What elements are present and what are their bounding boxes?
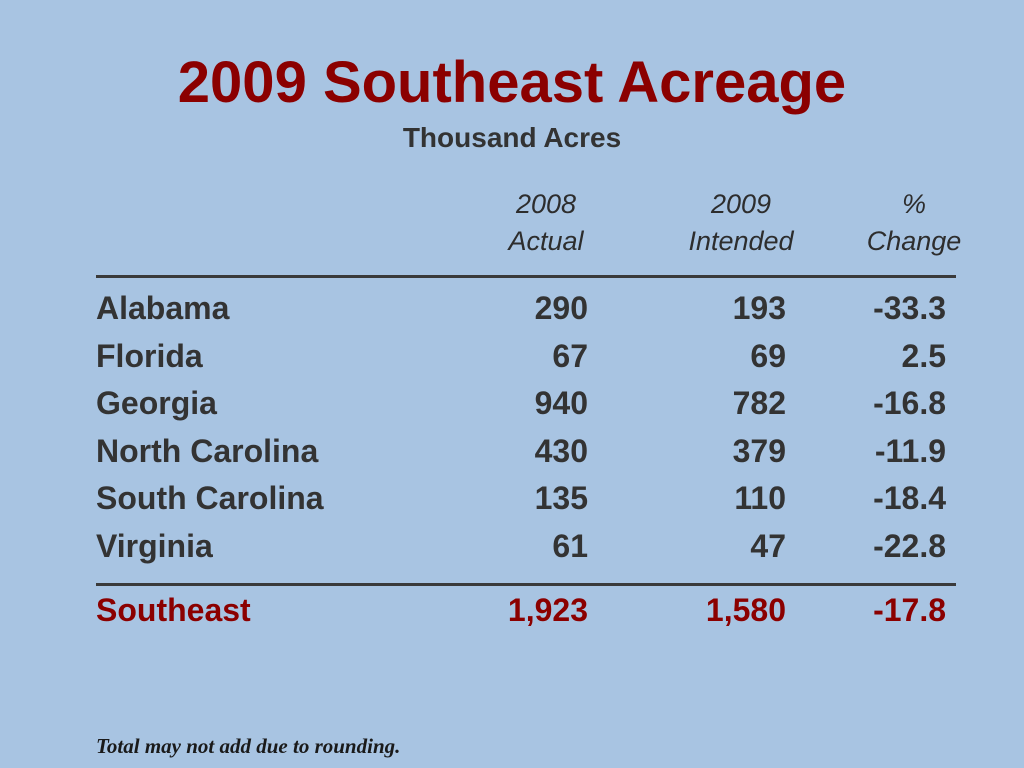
total-pct-change: -17.8 — [873, 592, 946, 628]
row-2008-value: 940 — [534, 385, 588, 421]
row-state-name: Virginia — [96, 527, 213, 564]
row-2009-value: 782 — [732, 385, 786, 421]
footnote: Total may not add due to rounding. — [96, 734, 401, 758]
table-row: South Carolina 135 110 -18.4 — [0, 475, 1024, 522]
row-state-name: Alabama — [96, 290, 230, 326]
column-header-line: 2009 — [710, 189, 772, 219]
table-row-total: Southeast 1,923 1,580 -17.8 — [0, 587, 1024, 634]
column-header-line: Change — [866, 226, 962, 256]
row-state-name: Georgia — [96, 385, 217, 421]
row-state-name: South Carolina — [96, 480, 324, 516]
column-header-line: Actual — [508, 226, 584, 256]
row-2008-value: 67 — [552, 337, 588, 374]
column-header-line: % — [901, 189, 926, 219]
column-header-line: 2008 — [515, 189, 577, 219]
row-pct-change: -16.8 — [873, 385, 946, 421]
column-header-pct-change: % Change — [846, 186, 982, 260]
total-2008-value: 1,923 — [507, 592, 588, 628]
header-divider — [96, 275, 956, 278]
row-2009-value: 193 — [732, 290, 786, 326]
row-2008-value: 430 — [534, 432, 588, 469]
row-2009-value: 379 — [732, 432, 786, 469]
row-state-name: Florida — [96, 337, 203, 374]
total-divider — [96, 583, 956, 586]
row-2009-value: 110 — [734, 480, 786, 516]
table-row: North Carolina 430 379 -11.9 — [0, 428, 1024, 475]
column-header-2008-actual: 2008 Actual — [476, 186, 616, 260]
chart-subtitle: Thousand Acres — [402, 122, 622, 153]
column-header-line: Intended — [688, 226, 794, 256]
total-label: Southeast — [96, 592, 251, 628]
row-2009-value: 69 — [750, 337, 786, 374]
row-2008-value: 290 — [534, 290, 588, 326]
column-header-2009-intended: 2009 Intended — [666, 186, 816, 260]
row-pct-change: -18.4 — [873, 480, 946, 516]
row-2008-value: 61 — [552, 527, 588, 564]
table-row: Georgia 940 782 -16.8 — [0, 380, 1024, 427]
row-2008-value: 135 — [534, 480, 588, 516]
row-2009-value: 47 — [750, 527, 786, 564]
total-2009-value: 1,580 — [705, 592, 786, 628]
row-pct-change: -33.3 — [873, 290, 946, 326]
table-row: Florida 67 69 2.5 — [0, 333, 1024, 380]
row-pct-change: 2.5 — [901, 337, 946, 374]
row-state-name: North Carolina — [96, 432, 319, 469]
chart-title: 2009 Southeast Acreage — [177, 50, 847, 115]
row-pct-change: -22.8 — [873, 527, 946, 564]
table-row: Virginia 61 47 -22.8 — [0, 523, 1024, 570]
row-pct-change: -11.9 — [874, 432, 946, 469]
table-row: Alabama 290 193 -33.3 — [0, 285, 1024, 332]
